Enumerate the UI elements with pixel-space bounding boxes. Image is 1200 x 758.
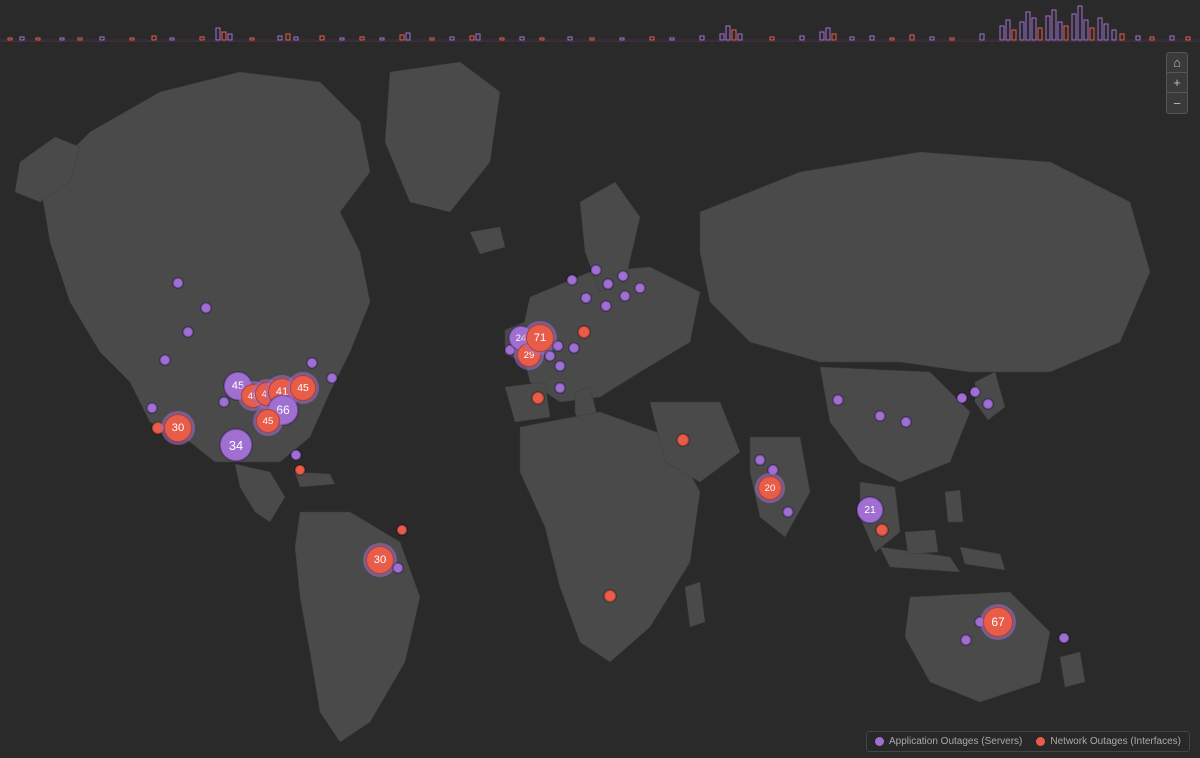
net-outage-marker[interactable]: [295, 465, 305, 475]
app-outage-marker[interactable]: [393, 563, 403, 573]
app-outage-marker[interactable]: [1059, 633, 1069, 643]
app-outage-marker[interactable]: [581, 293, 591, 303]
world-outage-map[interactable]: 30454847416645453430242971202167: [0, 42, 1200, 758]
app-outage-marker[interactable]: [555, 383, 565, 393]
app-outage-marker[interactable]: [569, 343, 579, 353]
app-outage-marker[interactable]: [620, 291, 630, 301]
app-outage-marker[interactable]: [201, 303, 211, 313]
app-outage-marker[interactable]: [755, 455, 765, 465]
app-outage-marker[interactable]: 21: [857, 497, 883, 523]
app-outage-marker[interactable]: [635, 283, 645, 293]
app-outage-marker[interactable]: [160, 355, 170, 365]
app-outage-marker[interactable]: [567, 275, 577, 285]
app-outage-marker[interactable]: [970, 387, 980, 397]
app-outage-marker[interactable]: 34: [220, 429, 252, 461]
legend-item-app-outages[interactable]: Application Outages (Servers): [875, 736, 1022, 747]
app-outage-marker[interactable]: [618, 271, 628, 281]
app-outage-marker[interactable]: [327, 373, 337, 383]
legend-label: Network Outages (Interfaces): [1050, 736, 1181, 747]
app-outage-marker[interactable]: [601, 301, 611, 311]
app-outage-marker[interactable]: [983, 399, 993, 409]
app-outage-marker[interactable]: [961, 635, 971, 645]
net-outage-marker[interactable]: [677, 434, 689, 446]
app-outage-marker[interactable]: [957, 393, 967, 403]
net-outage-marker[interactable]: [397, 525, 407, 535]
legend-swatch-net: [1036, 737, 1045, 746]
app-outage-marker[interactable]: [173, 278, 183, 288]
app-outage-marker[interactable]: [147, 403, 157, 413]
zoom-home-button[interactable]: ⌂: [1167, 53, 1187, 73]
outage-timeline[interactable]: [0, 0, 1200, 42]
app-outage-marker[interactable]: [291, 450, 301, 460]
legend-item-net-outages[interactable]: Network Outages (Interfaces): [1036, 736, 1181, 747]
zoom-out-button[interactable]: −: [1167, 93, 1187, 113]
net-outage-marker[interactable]: 20: [758, 476, 782, 500]
app-outage-marker[interactable]: [183, 327, 193, 337]
app-outage-marker[interactable]: [553, 341, 563, 351]
app-outage-marker[interactable]: [833, 395, 843, 405]
net-outage-marker[interactable]: [604, 590, 616, 602]
net-outage-marker[interactable]: 45: [290, 375, 316, 401]
app-outage-marker[interactable]: [555, 361, 565, 371]
net-outage-marker[interactable]: [152, 422, 164, 434]
zoom-in-button[interactable]: +: [1167, 73, 1187, 93]
app-outage-marker[interactable]: [603, 279, 613, 289]
map-legend: Application Outages (Servers) Network Ou…: [866, 731, 1190, 752]
net-outage-marker[interactable]: 71: [526, 324, 554, 352]
legend-swatch-app: [875, 737, 884, 746]
app-outage-marker[interactable]: [591, 265, 601, 275]
net-outage-marker[interactable]: 45: [256, 409, 280, 433]
app-outage-marker[interactable]: [219, 397, 229, 407]
app-outage-marker[interactable]: [901, 417, 911, 427]
net-outage-marker[interactable]: [578, 326, 590, 338]
app-outage-marker[interactable]: [307, 358, 317, 368]
net-outage-marker[interactable]: 30: [164, 414, 192, 442]
net-outage-marker[interactable]: 30: [366, 546, 394, 574]
app-outage-marker[interactable]: [875, 411, 885, 421]
app-outage-marker[interactable]: [783, 507, 793, 517]
app-outage-marker[interactable]: [768, 465, 778, 475]
legend-label: Application Outages (Servers): [889, 736, 1022, 747]
net-outage-marker[interactable]: [532, 392, 544, 404]
net-outage-marker[interactable]: 67: [983, 607, 1013, 637]
net-outage-marker[interactable]: [876, 524, 888, 536]
app-outage-marker[interactable]: [545, 351, 555, 361]
map-zoom-controls: ⌂ + −: [1166, 52, 1188, 114]
